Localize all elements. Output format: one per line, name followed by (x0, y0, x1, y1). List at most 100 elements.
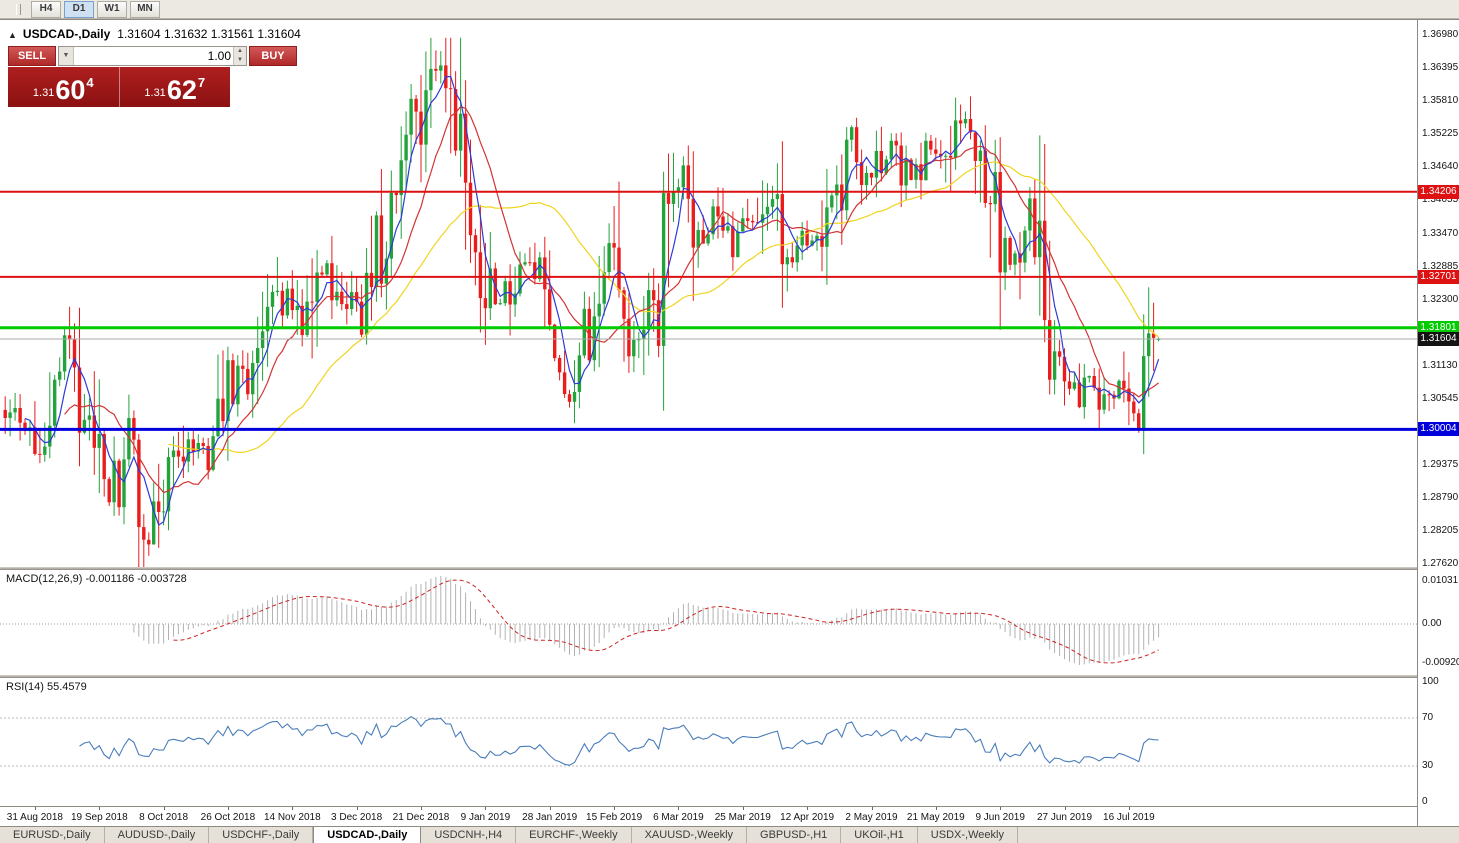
chart-tab-ukoil-h1[interactable]: UKOil-,H1 (841, 827, 918, 843)
sell-button[interactable]: SELL (8, 46, 56, 66)
time-axis-label: 16 Jul 2019 (1103, 812, 1155, 823)
chart-tab-usdchf-daily[interactable]: USDCHF-,Daily (209, 827, 314, 843)
time-axis-tick (549, 807, 551, 810)
buy-price-small: 1.31 (144, 87, 166, 99)
time-axis-label: 15 Feb 2019 (586, 812, 643, 823)
price-tick: 1.36980 (1422, 29, 1459, 40)
time-axis-label: 19 Sep 2018 (70, 812, 128, 823)
macd-pane[interactable]: MACD(12,26,9) -0.001186 -0.003728 (0, 570, 1417, 675)
time-axis-tick (871, 807, 873, 810)
rsi-axis-label: 70 (1422, 712, 1434, 723)
chart-tab-usdcad-daily[interactable]: USDCAD-,Daily (313, 827, 422, 843)
time-axis-label: 28 Jan 2019 (522, 812, 578, 823)
volume-box: ▼ ▲ ▼ (58, 46, 247, 66)
time-axis-tick (163, 807, 165, 810)
time-axis-tick (935, 807, 937, 810)
spin-down-icon[interactable]: ▼ (234, 56, 246, 65)
time-axis-tick (614, 807, 616, 810)
timeframe-button-h4[interactable]: H4 (31, 0, 61, 18)
price-tick: 1.31130 (1422, 359, 1458, 371)
chart-title: ▲ USDCAD-,Daily 1.31604 1.31632 1.31561 1.… (8, 27, 301, 41)
time-axis-label: 27 Jun 2019 (1036, 812, 1093, 823)
chart-ohlc-values: 1.31604 1.31632 1.31561 1.31604 (117, 27, 301, 41)
time-axis[interactable]: 31 Aug 2018 19 Sep 2018 8 Oct 2018 26 Oct 2… (0, 806, 1417, 827)
time-axis-label: 8 Oct 2018 (139, 812, 189, 823)
time-axis-label: 9 Jun 2019 (975, 812, 1025, 823)
pane-splitter-rsi[interactable] (0, 675, 1459, 678)
rsi-axis-label: 0 (1422, 796, 1428, 807)
buy-price-big: 62 (166, 75, 197, 105)
chart-tab-xauusd-weekly[interactable]: XAUUSD-,Weekly (632, 827, 748, 843)
pane-splitter-macd[interactable] (0, 567, 1459, 570)
time-axis-tick (227, 807, 229, 810)
price-tick: 1.29375 (1422, 459, 1459, 470)
price-tag-support-blue: 1.30004 (1418, 422, 1459, 437)
rsi-pane[interactable]: RSI(14) 55.4579 (0, 678, 1417, 806)
time-axis-label: 26 Oct 2018 (200, 812, 256, 823)
chart-tab-audusd-daily[interactable]: AUDUSD-,Daily (105, 827, 210, 843)
chart-window: ▲ USDCAD-,Daily 1.31604 1.31632 1.31561 1.… (0, 19, 1459, 843)
chart-symbol-label: USDCAD-,Daily (22, 27, 111, 41)
time-axis-tick (678, 807, 680, 810)
chart-tab-bar: EURUSD-,Daily AUDUSD-,Daily USDCHF-,Daily U… (0, 826, 1459, 843)
spin-up-icon[interactable]: ▲ (234, 47, 246, 56)
time-axis-tick (742, 807, 744, 810)
time-axis-label: 25 Mar 2019 (714, 812, 771, 823)
timeframe-button-mn[interactable]: MN (130, 0, 160, 18)
one-click-trading-panel: SELL ▼ ▲ ▼ BUY 1.31 60 4 (8, 46, 297, 107)
time-axis-tick (807, 807, 809, 810)
price-axis[interactable]: 1.36980 1.36395 1.35810 1.35225 1.34640 1.340… (1417, 20, 1459, 826)
sell-price-big: 60 (55, 75, 86, 105)
macd-axis-label: 0.00 (1422, 618, 1442, 629)
time-axis-label: 31 Aug 2018 (6, 812, 63, 823)
time-axis-tick (356, 807, 358, 810)
sell-price-pip: 4 (86, 75, 94, 90)
time-axis-tick (1064, 807, 1066, 810)
chart-tab-gbpusd-h1[interactable]: GBPUSD-,H1 (747, 827, 842, 843)
time-axis-label: 9 Jan 2019 (460, 812, 511, 823)
time-axis-tick (292, 807, 294, 810)
timeframe-toolbar: H4 D1 W1 MN (0, 0, 1459, 19)
price-tick: 1.35225 (1422, 128, 1459, 140)
time-axis-label: 3 Dec 2018 (331, 812, 383, 823)
time-axis-label: 21 May 2019 (906, 812, 965, 823)
volume-spinner[interactable]: ▲ ▼ (233, 47, 246, 65)
time-axis-tick (1000, 807, 1002, 810)
price-tick: 1.30545 (1422, 392, 1459, 404)
time-axis-tick (34, 807, 36, 810)
price-tick: 1.34640 (1422, 161, 1459, 173)
time-axis-tick (99, 807, 101, 810)
time-axis-label: 2 May 2019 (845, 812, 898, 823)
price-tick: 1.32885 (1422, 260, 1459, 272)
current-price-tag: 1.31604 (1418, 332, 1459, 346)
macd-label: MACD(12,26,9) -0.001186 -0.003728 (6, 573, 187, 585)
volume-input[interactable] (74, 47, 233, 65)
chart-tab-eurchf-weekly[interactable]: EURCHF-,Weekly (516, 827, 632, 843)
macd-axis-label: -0.00920 (1422, 656, 1459, 668)
macd-axis-label: 0.01031 (1422, 574, 1459, 586)
time-axis-tick (421, 807, 422, 810)
rsi-label: RSI(14) 55.4579 (6, 681, 87, 693)
sell-price-small: 1.31 (32, 87, 55, 99)
sell-price-display[interactable]: 1.31 60 4 (8, 67, 120, 107)
volume-dropdown-icon[interactable]: ▼ (59, 47, 74, 65)
timeframe-button-d1[interactable]: D1 (64, 0, 94, 18)
buy-price-display[interactable]: 1.31 62 7 (119, 67, 230, 107)
price-tick: 1.27620 (1422, 558, 1459, 570)
rsi-axis-label: 100 (1422, 676, 1439, 687)
price-tick: 1.28790 (1422, 492, 1459, 504)
time-axis-label: 21 Dec 2018 (392, 812, 450, 823)
toolbar-grip[interactable] (16, 3, 21, 15)
timeframe-button-w1[interactable]: W1 (97, 0, 127, 18)
time-axis-tick (485, 807, 487, 810)
buy-button[interactable]: BUY (249, 46, 297, 66)
one-click-panel-toggle-icon[interactable]: ▲ (8, 30, 17, 40)
main-chart-pane[interactable]: ▲ USDCAD-,Daily 1.31604 1.31632 1.31561 1.… (0, 20, 1417, 567)
chart-tab-usdcnh-h4[interactable]: USDCNH-,H4 (421, 827, 517, 843)
price-tag-resistance-upper: 1.34206 (1418, 184, 1459, 199)
chart-tab-usdx-weekly[interactable]: USDX-,Weekly (918, 827, 1018, 843)
price-tick: 1.35810 (1422, 95, 1459, 107)
time-axis-label: 6 Mar 2019 (653, 812, 704, 823)
chart-tab-eurusd-daily[interactable]: EURUSD-,Daily (0, 827, 105, 843)
